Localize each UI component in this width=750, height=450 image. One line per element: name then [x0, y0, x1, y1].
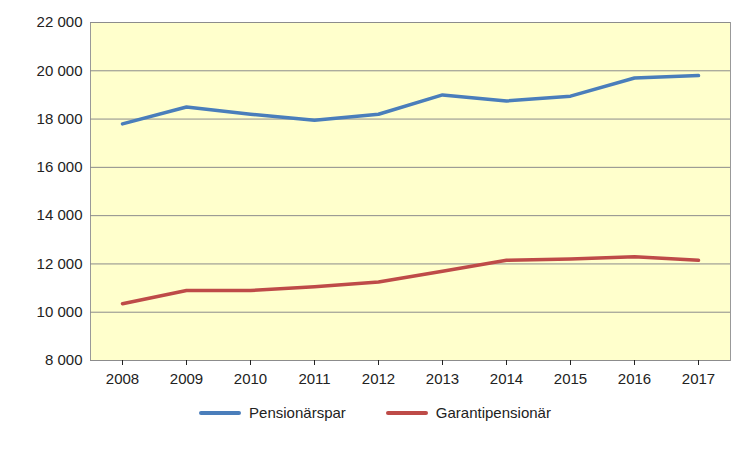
- svg-text:2009: 2009: [170, 370, 203, 387]
- html-text:Pensionärspar: Pensionärspar: [249, 404, 346, 421]
- svg-text:2011: 2011: [298, 370, 330, 387]
- svg-text:18 000: 18 000: [37, 110, 83, 127]
- svg-text:8 000: 8 000: [45, 351, 83, 368]
- svg-text:2010: 2010: [234, 370, 267, 387]
- svg-text:14 000: 14 000: [37, 206, 83, 223]
- svg-text:10 000: 10 000: [37, 303, 83, 320]
- svg-text:2015: 2015: [554, 370, 587, 387]
- svg-text:2013: 2013: [426, 370, 459, 387]
- svg-text:22 000: 22 000: [37, 13, 83, 30]
- svg-text:2008: 2008: [106, 370, 139, 387]
- svg-text:2014: 2014: [490, 370, 523, 387]
- html-text:Garantipensionär: Garantipensionär: [435, 404, 551, 421]
- svg-text:16 000: 16 000: [37, 158, 83, 175]
- svg-text:12 000: 12 000: [37, 255, 83, 272]
- svg-text:20 000: 20 000: [37, 62, 83, 79]
- svg-text:2012: 2012: [362, 370, 395, 387]
- svg-text:2017: 2017: [682, 370, 715, 387]
- svg-text:2016: 2016: [618, 370, 651, 387]
